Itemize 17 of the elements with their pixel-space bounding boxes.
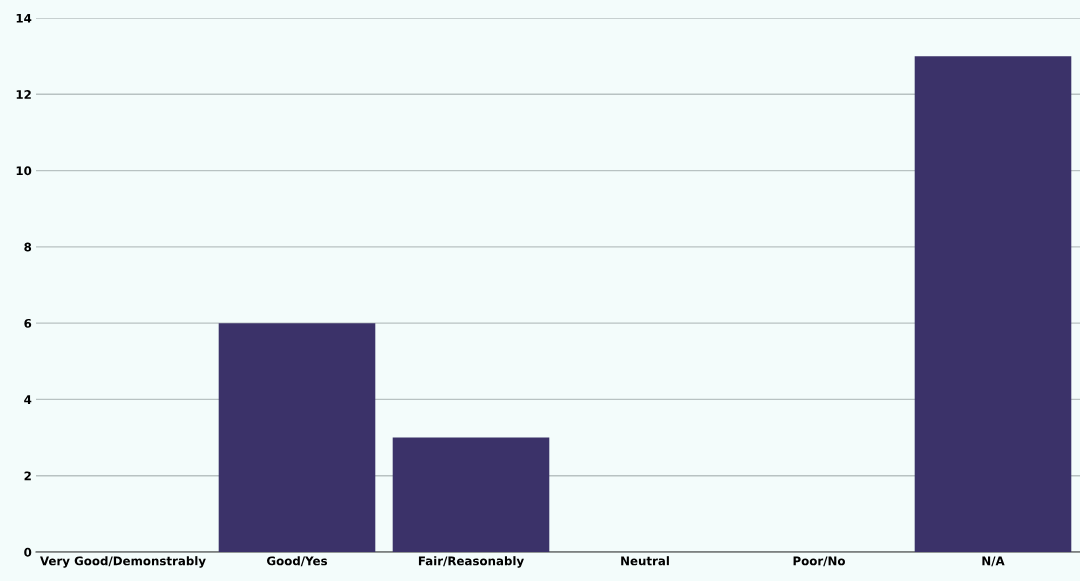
bar (914, 56, 1072, 552)
x-tick-label: Very Good/Demonstrably (40, 556, 206, 568)
y-tick-label: 4 (24, 395, 32, 404)
y-tick-label: 2 (24, 471, 31, 481)
bar (218, 323, 376, 552)
y-tick-label: 12 (16, 90, 31, 99)
x-tick-label: Fair/Reasonably (418, 556, 524, 568)
y-tick-label: 10 (16, 166, 32, 176)
x-tick-label: Good/Yes (267, 556, 328, 567)
y-tick-label: 14 (16, 13, 32, 23)
bar (392, 437, 550, 552)
x-tick-label: Poor/No (793, 556, 845, 567)
y-tick-label: 0 (24, 547, 32, 557)
x-tick-label: N/A (982, 556, 1005, 567)
y-tick-label: 6 (24, 318, 32, 328)
y-tick-label: 8 (24, 242, 32, 252)
x-tick-label: Neutral (621, 556, 669, 566)
